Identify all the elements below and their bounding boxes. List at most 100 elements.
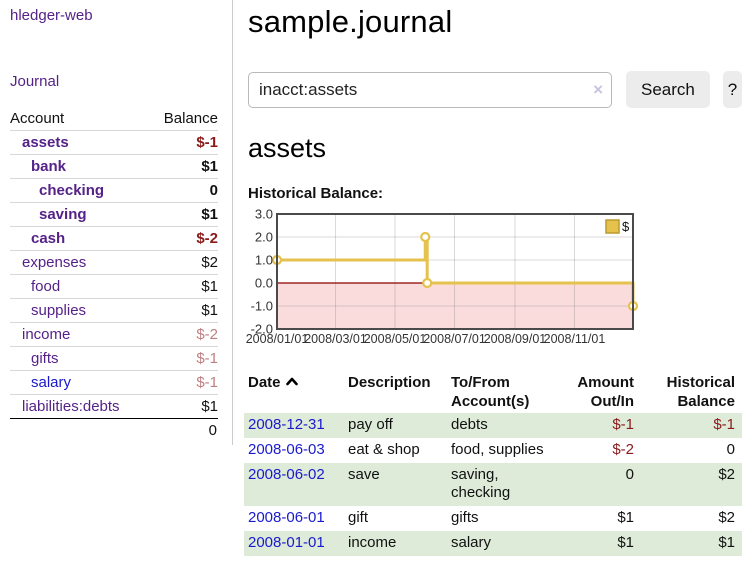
column-header-accounts: To/From Account(s): [451, 374, 530, 410]
register-cell-description: eat & shop: [348, 441, 420, 458]
account-link-checking[interactable]: checking: [39, 182, 105, 199]
register-cell-description: income: [348, 534, 397, 551]
account-link-cash[interactable]: cash: [31, 230, 66, 247]
register-header-row: Date Description To/From Account(s) Amou…: [244, 371, 742, 413]
svg-text:3.0: 3.0: [255, 207, 273, 222]
register-cell-accounts: salary: [451, 534, 492, 551]
sidebar-account-row: liabilities:debts $1: [10, 394, 218, 418]
account-balance: $1: [201, 302, 218, 319]
account-balance: $-1: [196, 134, 218, 151]
register-row: 2008-06-03 eat & shop food, supplies $-2 0: [244, 438, 742, 463]
register-table: Date Description To/From Account(s) Amou…: [244, 371, 742, 556]
svg-text:-2.0: -2.0: [251, 322, 273, 337]
search-button[interactable]: Search: [626, 71, 710, 108]
register-cell-amount: $1: [617, 509, 634, 526]
help-button[interactable]: ?: [722, 71, 742, 108]
sidebar-account-row: cash $-2: [10, 226, 218, 250]
account-heading: assets: [248, 133, 327, 163]
svg-text:$: $: [622, 219, 630, 234]
accounts-header-account: Account: [10, 110, 65, 127]
account-link-salary[interactable]: salary: [31, 374, 72, 391]
svg-text:2008/11/01: 2008/11/01: [544, 332, 606, 346]
register-cell-accounts: saving, checking: [451, 466, 511, 501]
svg-text:1.0: 1.0: [255, 253, 273, 268]
column-header-balance: Historical Balance: [666, 374, 735, 410]
sidebar-account-row: gifts $-1: [10, 346, 218, 370]
register-row: 2008-06-02 save saving, checking 0 $2: [244, 463, 742, 506]
sidebar-account-row: food $1: [10, 274, 218, 298]
account-link-assets[interactable]: assets: [22, 134, 69, 151]
account-link-saving[interactable]: saving: [39, 206, 87, 223]
svg-text:2008/05/01: 2008/05/01: [364, 332, 427, 346]
accounts-total-balance: 0: [208, 422, 217, 439]
account-link-gifts[interactable]: gifts: [31, 350, 59, 367]
register-cell-amount: $-1: [612, 416, 634, 433]
account-link-bank[interactable]: bank: [31, 158, 67, 175]
register-cell-balance: $2: [718, 509, 735, 526]
svg-text:2008/01/01: 2008/01/01: [246, 332, 309, 346]
account-balance: $-2: [196, 326, 218, 343]
register-row: 2008-06-01 gift gifts $1 $2: [244, 506, 742, 531]
clear-search-icon[interactable]: ×: [593, 79, 603, 99]
account-link-supplies[interactable]: supplies: [31, 302, 87, 319]
transaction-date-link[interactable]: 2008-12-31: [248, 416, 325, 433]
svg-text:2008/03/01: 2008/03/01: [304, 332, 367, 346]
register-cell-balance: 0: [726, 441, 735, 458]
svg-text:2008/07/01: 2008/07/01: [423, 332, 486, 346]
accounts-header-balance: Balance: [163, 110, 218, 127]
accounts-table: Account Balance assets $-1 bank $1 checking 0…: [10, 107, 218, 442]
register-cell-date: 2008-06-03: [244, 438, 344, 463]
sidebar-item-journal[interactable]: Journal: [10, 73, 60, 90]
register-cell-date: 2008-06-02: [244, 463, 344, 506]
transaction-date-link[interactable]: 2008-01-01: [248, 534, 325, 551]
transaction-date-link[interactable]: 2008-06-01: [248, 509, 325, 526]
column-header-amount: Amount Out/In: [577, 374, 634, 410]
account-balance: $-2: [196, 230, 218, 247]
app-title[interactable]: hledger-web: [10, 7, 93, 24]
register-cell-description: pay off: [348, 416, 393, 433]
account-link-expenses[interactable]: expenses: [22, 254, 87, 271]
register-row: 2008-01-01 income salary $1 $1: [244, 531, 742, 556]
column-header-date[interactable]: Date: [244, 371, 344, 413]
register-cell-accounts: debts: [451, 416, 488, 433]
sidebar-account-row: assets $-1: [10, 130, 218, 154]
transaction-date-link[interactable]: 2008-06-02: [248, 466, 325, 483]
search-bar: × Search ?: [248, 71, 742, 108]
account-balance: $1: [201, 206, 218, 223]
register-cell-amount: $1: [617, 534, 634, 551]
svg-text:-1.0: -1.0: [251, 299, 273, 314]
sidebar-account-row: saving $1: [10, 202, 218, 226]
sidebar-account-row: supplies $1: [10, 298, 218, 322]
account-link-food[interactable]: food: [31, 278, 61, 295]
column-header-description: Description: [348, 374, 431, 391]
register-cell-date: 2008-06-01: [244, 506, 344, 531]
search-input-wrapper: ×: [248, 71, 612, 108]
account-balance: $-1: [196, 350, 218, 367]
page-title: sample.journal: [248, 4, 453, 39]
account-balance: $-1: [196, 374, 218, 391]
chart-legend: $: [605, 219, 630, 234]
account-link-liabilities-debts[interactable]: liabilities:debts: [22, 398, 120, 415]
account-balance: $1: [201, 278, 218, 295]
sidebar-account-row: salary $-1: [10, 370, 218, 394]
account-link-income[interactable]: income: [22, 326, 71, 343]
account-balance: $1: [201, 398, 218, 415]
historical-balance-chart: $3.0 2.0 1.0 0.0 -1.0 -2.02008/01/012008/03/0…: [246, 207, 639, 346]
svg-text:0.0: 0.0: [255, 276, 273, 291]
register-row: 2008-12-31 pay off debts $-1 $-1: [244, 413, 742, 438]
register-cell-balance: $2: [718, 466, 735, 483]
sort-ascending-icon: [285, 372, 298, 391]
register-cell-description: gift: [348, 509, 369, 526]
accounts-total-row: 0: [10, 418, 218, 442]
sidebar-account-row: expenses $2: [10, 250, 218, 274]
sidebar-account-row: checking 0: [10, 178, 218, 202]
accounts-rows: assets $-1 bank $1 checking 0 saving $1 cash $-2 e…: [10, 130, 218, 418]
accounts-table-header: Account Balance: [10, 107, 218, 130]
account-balance: $2: [201, 254, 218, 271]
sidebar-account-row: bank $1: [10, 154, 218, 178]
main-content: sample.journal × Search ? assets Histori…: [244, 0, 742, 556]
register-cell-date: 2008-12-31: [244, 413, 344, 438]
transaction-date-link[interactable]: 2008-06-03: [248, 441, 325, 458]
register-cell-balance: $-1: [713, 416, 735, 433]
search-input[interactable]: [248, 71, 612, 108]
